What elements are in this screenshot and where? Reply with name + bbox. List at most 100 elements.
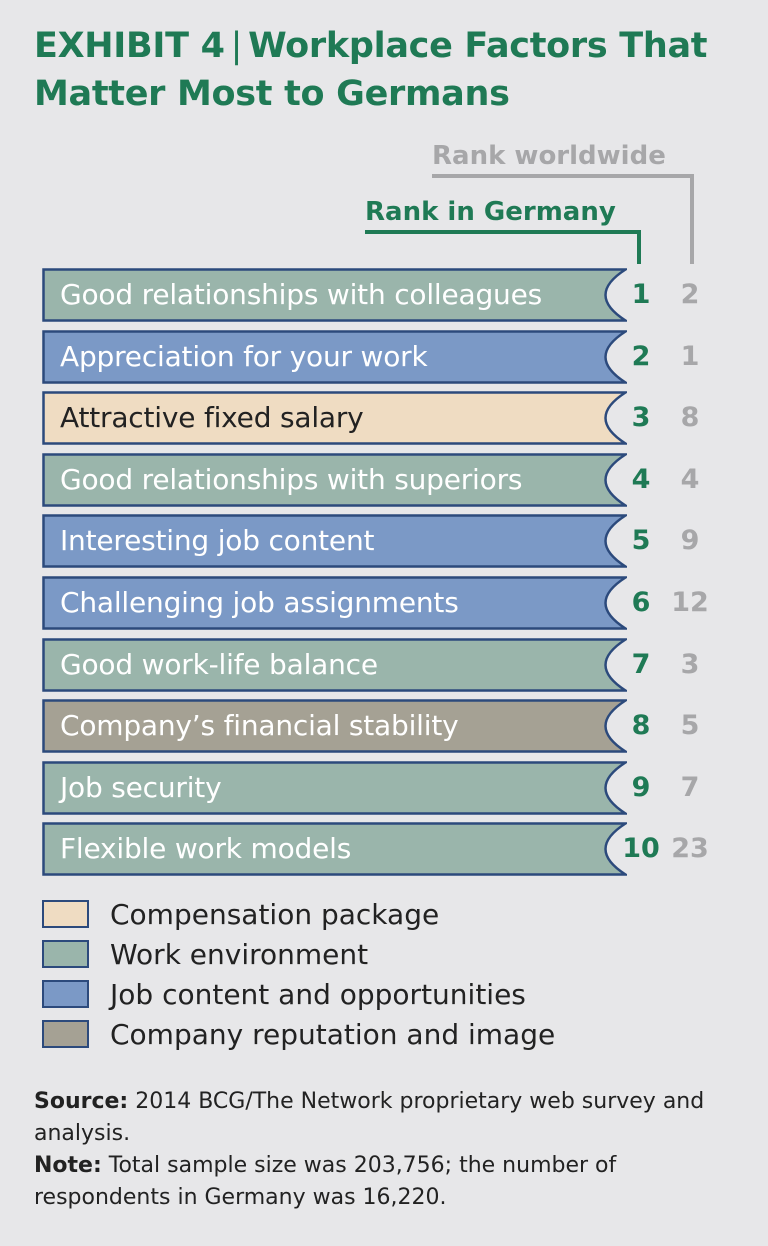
legend-swatch bbox=[42, 940, 89, 968]
title-text-line2: Matter Most to Germans bbox=[34, 74, 510, 114]
factor-label: Interesting job content bbox=[60, 524, 375, 557]
factor-bar-shape bbox=[42, 699, 627, 753]
factor-bar-shape bbox=[42, 576, 627, 630]
germany-bracket-vertical bbox=[637, 230, 641, 264]
rank-worldwide-value: 1 bbox=[680, 341, 700, 372]
rank-germany-value: 7 bbox=[631, 649, 651, 680]
worldwide-bracket-vertical bbox=[690, 174, 694, 264]
factor-bar: Good work-life balance bbox=[42, 638, 627, 692]
exhibit-label: EXHIBIT 4 bbox=[34, 26, 225, 66]
table-row: Appreciation for your work 2 1 bbox=[0, 330, 768, 384]
factor-bar-shape bbox=[42, 822, 627, 876]
rank-worldwide-value: 23 bbox=[671, 833, 709, 864]
table-row: Good relationships with colleagues 1 2 bbox=[0, 268, 768, 322]
legend-item: Compensation package bbox=[42, 896, 642, 936]
legend-swatch bbox=[42, 980, 89, 1008]
factor-bar: Good relationships with superiors bbox=[42, 453, 627, 507]
rank-germany-value: 6 bbox=[631, 587, 651, 618]
notes: Source: 2014 BCG/The Network proprietary… bbox=[34, 1086, 724, 1214]
rank-germany-value: 9 bbox=[631, 772, 651, 803]
factor-bar-fill bbox=[42, 761, 627, 815]
rank-worldwide-value: 8 bbox=[680, 402, 700, 433]
factor-bar-shape bbox=[42, 638, 627, 692]
factor-bar-fill bbox=[42, 391, 627, 445]
legend-label: Work environment bbox=[110, 938, 369, 971]
table-row: Attractive fixed salary 3 8 bbox=[0, 391, 768, 445]
rank-germany-value: 2 bbox=[631, 341, 651, 372]
factor-bar: Good relationships with colleagues bbox=[42, 268, 627, 322]
factor-bar: Interesting job content bbox=[42, 514, 627, 568]
factor-bar: Job security bbox=[42, 761, 627, 815]
factor-label: Company’s financial stability bbox=[60, 709, 459, 742]
factor-label: Good relationships with superiors bbox=[60, 463, 523, 496]
legend: Compensation package Work environment Job … bbox=[42, 896, 642, 1056]
factor-label: Challenging job assignments bbox=[60, 586, 459, 619]
factor-label: Attractive fixed salary bbox=[60, 401, 364, 434]
source-text: 2014 BCG/The Network proprietary web sur… bbox=[34, 1089, 705, 1146]
factor-bar-fill bbox=[42, 453, 627, 507]
rank-germany-value: 8 bbox=[631, 710, 651, 741]
header-rank-germany: Rank in Germany bbox=[365, 197, 616, 227]
factor-bar: Appreciation for your work bbox=[42, 330, 627, 384]
legend-item: Work environment bbox=[42, 936, 642, 976]
legend-swatch bbox=[42, 900, 89, 928]
factor-bar-fill bbox=[42, 576, 627, 630]
factor-bar-shape bbox=[42, 330, 627, 384]
factor-bar-shape bbox=[42, 453, 627, 507]
factor-bar-shape bbox=[42, 391, 627, 445]
rank-germany-value: 1 bbox=[631, 279, 651, 310]
rank-worldwide-value: 2 bbox=[680, 279, 700, 310]
source-label: Source: bbox=[34, 1089, 129, 1114]
factor-bar-fill bbox=[42, 699, 627, 753]
rank-germany-value: 5 bbox=[631, 525, 651, 556]
table-row: Good work-life balance 7 3 bbox=[0, 638, 768, 692]
factor-bar-shape bbox=[42, 761, 627, 815]
factor-label: Appreciation for your work bbox=[60, 340, 428, 373]
germany-bracket-horizontal bbox=[365, 230, 641, 234]
factor-label: Flexible work models bbox=[60, 832, 352, 865]
factor-bar-fill bbox=[42, 268, 627, 322]
table-row: Challenging job assignments 6 12 bbox=[0, 576, 768, 630]
legend-label: Company reputation and image bbox=[110, 1018, 556, 1051]
factor-label: Job security bbox=[60, 771, 222, 804]
factor-bar-fill bbox=[42, 638, 627, 692]
factor-label: Good work-life balance bbox=[60, 648, 378, 681]
factor-bar-fill bbox=[42, 330, 627, 384]
factor-bar-fill bbox=[42, 514, 627, 568]
rank-worldwide-value: 3 bbox=[680, 649, 700, 680]
title-text-line1: Workplace Factors That bbox=[248, 26, 708, 66]
legend-item: Company reputation and image bbox=[42, 1016, 642, 1056]
legend-label: Compensation package bbox=[110, 898, 440, 931]
header-rank-worldwide: Rank worldwide bbox=[432, 141, 666, 171]
table-row: Flexible work models 10 23 bbox=[0, 822, 768, 876]
rank-worldwide-value: 4 bbox=[680, 464, 700, 495]
legend-swatch bbox=[42, 1020, 89, 1048]
factor-bar: Attractive fixed salary bbox=[42, 391, 627, 445]
title-separator: | bbox=[230, 26, 243, 66]
factor-bar-shape bbox=[42, 268, 627, 322]
rank-germany-value: 4 bbox=[631, 464, 651, 495]
factor-label: Good relationships with colleagues bbox=[60, 278, 543, 311]
rank-worldwide-value: 12 bbox=[671, 587, 709, 618]
legend-label: Job content and opportunities bbox=[110, 978, 526, 1011]
rank-worldwide-value: 5 bbox=[680, 710, 700, 741]
legend-item: Job content and opportunities bbox=[42, 976, 642, 1016]
factor-bar-shape bbox=[42, 514, 627, 568]
rank-germany-value: 10 bbox=[622, 833, 660, 864]
table-row: Good relationships with superiors 4 4 bbox=[0, 453, 768, 507]
factor-bar-fill bbox=[42, 822, 627, 876]
rank-worldwide-value: 9 bbox=[680, 525, 700, 556]
rank-germany-value: 3 bbox=[631, 402, 651, 433]
table-row: Job security 9 7 bbox=[0, 761, 768, 815]
table-row: Interesting job content 5 9 bbox=[0, 514, 768, 568]
table-row: Company’s financial stability 8 5 bbox=[0, 699, 768, 753]
note-text: Total sample size was 203,756; the numbe… bbox=[34, 1153, 617, 1210]
sample-note: Note: Total sample size was 203,756; the… bbox=[34, 1150, 724, 1214]
source-note: Source: 2014 BCG/The Network proprietary… bbox=[34, 1086, 724, 1150]
note-label: Note: bbox=[34, 1153, 102, 1178]
factor-bar: Company’s financial stability bbox=[42, 699, 627, 753]
chart-title: EXHIBIT 4 | Workplace Factors That Matter … bbox=[34, 22, 754, 118]
rank-worldwide-value: 7 bbox=[680, 772, 700, 803]
factor-bar: Challenging job assignments bbox=[42, 576, 627, 630]
factor-bar: Flexible work models bbox=[42, 822, 627, 876]
